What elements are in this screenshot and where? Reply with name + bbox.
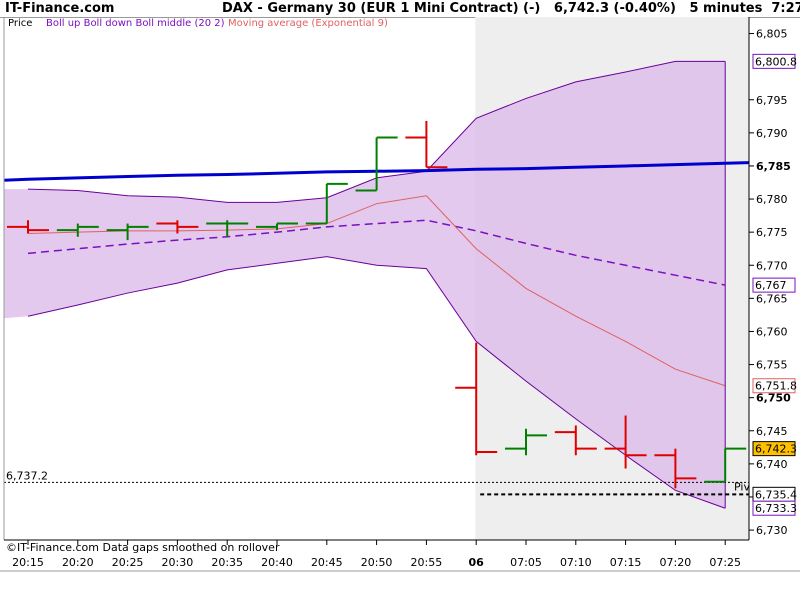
- value-label: 6,767: [755, 279, 787, 292]
- x-tick-label: 20:40: [261, 556, 293, 569]
- value-label: 6,742.3: [755, 443, 797, 456]
- ohlc-bar: [505, 428, 547, 456]
- y-tick-label: 6,795: [756, 94, 788, 107]
- x-tick-label: 07:10: [560, 556, 592, 569]
- bollinger-lower-line: [27, 256, 726, 509]
- ohlc-bar: [106, 223, 149, 241]
- y-tick-label: 6,750: [756, 392, 791, 405]
- site-name: IT-Finance.com: [5, 1, 115, 16]
- x-tick-label: 06: [469, 556, 485, 569]
- y-tick-label: 6,730: [756, 524, 788, 537]
- ohlc-bar: [455, 342, 498, 456]
- ohlc-bar: [7, 220, 49, 234]
- x-tick-label: 07:05: [510, 556, 542, 569]
- x-tick-label: 07:25: [709, 556, 741, 569]
- legend-moving-average: Moving average (Exponential 9): [228, 18, 388, 29]
- y-tick-label: 6,755: [756, 359, 788, 372]
- y-tick-label: 6,780: [756, 193, 788, 206]
- value-label: 6,735.4: [755, 488, 797, 501]
- x-tick-label: 20:20: [62, 556, 94, 569]
- bollinger-middle-line: [27, 219, 726, 286]
- ohlc-bar: [355, 136, 398, 192]
- y-tick-label: 6,775: [756, 226, 788, 239]
- value-label-box: [752, 500, 796, 516]
- bollinger-band: [28, 61, 726, 509]
- x-tick-label: 20:30: [162, 556, 194, 569]
- ohlc-bar: [554, 425, 597, 456]
- title-bar: IT-Finance.com DAX - Germany 30 (EUR 1 M…: [0, 0, 800, 18]
- ohlc-bar: [654, 448, 697, 489]
- y-tick-label: 6,770: [756, 259, 788, 272]
- x-tick-label: 20:55: [411, 556, 443, 569]
- footer-note: ©IT-Finance.com Data gaps smoothed on ro…: [6, 541, 280, 554]
- value-label: 6,751.8: [755, 380, 797, 393]
- bollinger-band-left: [4, 189, 28, 319]
- ohlc-bar: [305, 182, 348, 225]
- x-tick-label: 20:50: [361, 556, 393, 569]
- pivot-label: Piv: [734, 480, 750, 493]
- y-tick-label: 6,745: [756, 425, 788, 438]
- y-tick-label: 6,760: [756, 325, 788, 338]
- legend-bollinger: Boll up Boll down Boll middle (20 2): [46, 18, 225, 29]
- y-tick-label: 6,790: [756, 127, 788, 140]
- value-label: 6,800.8: [755, 55, 797, 68]
- x-tick-label: 07:15: [610, 556, 642, 569]
- ohlc-bar: [604, 415, 647, 469]
- moving-average-line: [27, 195, 726, 387]
- x-tick-label: 20:15: [12, 556, 44, 569]
- x-tick-label: 07:20: [660, 556, 692, 569]
- ohlc-bar: [56, 223, 99, 237]
- chart-title: DAX - Germany 30 (EUR 1 Mini Contract) (…: [222, 1, 800, 16]
- x-tick-label: 20:45: [311, 556, 343, 569]
- ohlc-bar: [704, 447, 747, 483]
- y-tick-label: 6,805: [756, 28, 788, 41]
- y-tick-label: 6,765: [756, 292, 788, 305]
- value-label-box: [752, 53, 796, 69]
- ohlc-bar: [256, 222, 298, 231]
- x-tick-label: 20:25: [112, 556, 144, 569]
- x-tick-label: 20:35: [211, 556, 243, 569]
- reference-line-label: 6,737.2: [6, 469, 48, 482]
- ohlc-bar: [156, 220, 199, 234]
- ohlc-bar: [405, 120, 448, 169]
- legend-price: Price: [8, 18, 32, 29]
- value-label-box: [752, 277, 796, 293]
- y-tick-label: 6,740: [756, 458, 788, 471]
- value-label-box: [752, 378, 796, 394]
- y-tick-label: 6,785: [756, 160, 791, 173]
- value-label-box: [752, 441, 796, 457]
- value-label: 6,733.3: [755, 502, 797, 515]
- ohlc-bar: [206, 220, 249, 237]
